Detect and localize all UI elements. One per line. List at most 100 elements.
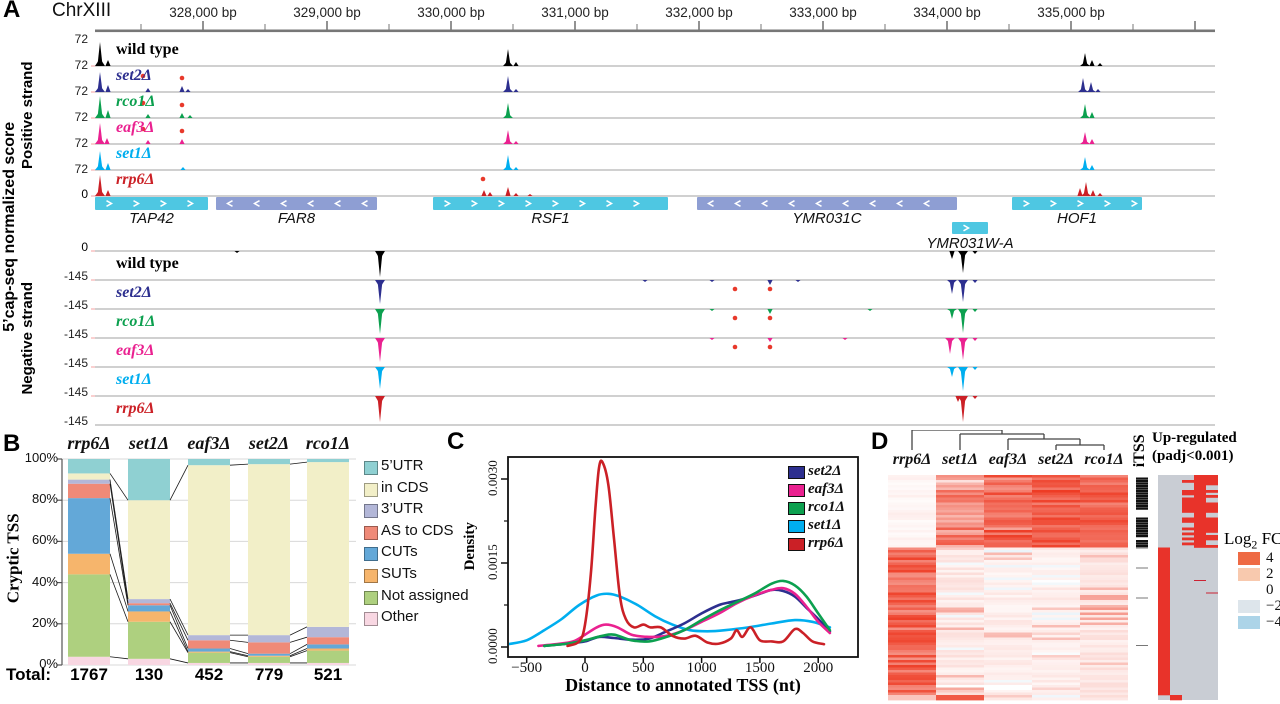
upregulated-heatmap — [1158, 475, 1218, 701]
total-value: 130 — [134, 665, 164, 684]
total-value: 452 — [194, 665, 224, 684]
itss-barcode-column — [1136, 477, 1148, 646]
legend-item-label: rco1Δ — [808, 499, 845, 515]
scale-tick-label: 72 — [74, 32, 88, 46]
x-axis-tick-label: 0 — [581, 660, 589, 676]
positive-strand-label: Positive strand — [18, 61, 36, 170]
x-axis-tick-label: 500 — [632, 660, 655, 676]
density-curves — [509, 459, 832, 648]
heatmap-column-header: set2Δ — [1038, 451, 1074, 468]
scale-tick-label: -145 — [63, 356, 88, 370]
legend-swatch — [364, 525, 378, 540]
panel-a-label: A — [3, 0, 21, 23]
legend-item-label: 5’UTR — [381, 457, 424, 474]
heatmap-column-header: rrp6Δ — [892, 451, 932, 468]
track-label: set1Δ — [116, 145, 152, 162]
track-label: rrp6Δ — [116, 171, 155, 188]
total-value: 779 — [254, 665, 284, 684]
segment-connector-lines — [109, 461, 308, 664]
bar-category-header: set2Δ — [248, 433, 290, 453]
heatmap-column-header: rco1Δ — [1084, 451, 1124, 468]
total-value: 1767 — [70, 665, 108, 684]
track-label: eaf3Δ — [116, 342, 155, 359]
legend-item-label: 3’UTR — [381, 500, 424, 518]
negative-strand-label: Negative strand — [18, 281, 36, 395]
scale-tick-label: 72 — [74, 136, 88, 150]
y-axis-tick-label: 80% — [31, 491, 58, 507]
scale-tick-label: -145 — [63, 298, 88, 312]
scale-tick-label: 72 — [74, 110, 88, 124]
y-axis-tick-label: 0% — [39, 656, 58, 671]
y-axis-tick-label: 100% — [24, 450, 58, 465]
gene-label: TAP42 — [129, 210, 174, 227]
ruler-label: 331,000 bp — [541, 5, 609, 20]
coordinate-ruler — [95, 21, 1215, 33]
scale-tick-label: -145 — [63, 327, 88, 341]
legend-item-label: AS to CDS — [381, 521, 454, 539]
legend-swatch — [364, 482, 378, 497]
positive-zero-tick-label: 0 — [81, 187, 88, 201]
negative-zero-tick-label: 0 — [81, 240, 88, 254]
scale-tick-label: 72 — [74, 58, 88, 72]
legend-swatch — [788, 538, 805, 551]
upregulated-title-line1: Up-regulated — [1152, 430, 1237, 446]
bar-category-header: eaf3Δ — [187, 433, 231, 453]
heatmap-column-header: set1Δ — [942, 451, 978, 468]
gene-label: YMR031C — [792, 210, 862, 227]
legend-item-label: CUTs — [381, 543, 418, 561]
legend-item-label: rrp6Δ — [808, 535, 845, 551]
panel-d-heatmap — [888, 430, 1218, 701]
legend-swatch — [788, 484, 805, 497]
legend-item-label: set2Δ — [808, 463, 842, 479]
legend-swatch — [788, 466, 805, 479]
scale-tick-label: -145 — [63, 385, 88, 399]
legend-swatch — [1238, 616, 1260, 629]
legend-swatch — [364, 547, 378, 562]
legend-swatch — [364, 461, 378, 475]
x-axis-tick-label: 1000 — [686, 660, 717, 676]
gene-label: FAR8 — [277, 210, 316, 227]
panel-b-ylabel: Cryptic TSS — [3, 513, 23, 604]
legend-item-label: set1Δ — [808, 517, 842, 533]
heatmap-column-header: eaf3Δ — [988, 451, 1028, 468]
panel-b-label: B — [3, 430, 21, 457]
panel-d-label: D — [871, 428, 889, 455]
scale-tick-label: 72 — [74, 162, 88, 176]
x-axis-tick-label: −500 — [511, 660, 543, 676]
upregulated-title-line2: (padj<0.001) — [1152, 448, 1234, 464]
chromosome-label: ChrXIII — [52, 0, 112, 21]
expression-heatmap — [888, 475, 1128, 701]
legend-swatch — [788, 520, 805, 533]
gene-label: RSF1 — [531, 210, 570, 227]
legend-value-label: 0 — [1266, 582, 1274, 598]
legend-swatch — [1238, 568, 1260, 581]
ruler-label: 333,000 bp — [789, 5, 857, 20]
track-label: set1Δ — [116, 371, 152, 388]
panel-c-ylabel: Density — [461, 522, 478, 571]
legend-swatch — [364, 612, 378, 627]
y-axis-tick-label: 60% — [31, 532, 58, 548]
positive-strand-tracks — [95, 42, 1103, 196]
legend-swatch — [788, 502, 805, 515]
y-axis-tick-label: 20% — [31, 614, 58, 630]
total-label: Total: — [6, 665, 52, 684]
ruler-label: 330,000 bp — [417, 5, 485, 20]
track-label: rrp6Δ — [116, 400, 155, 417]
itss-column-label: iTSS — [1131, 434, 1149, 468]
gene-annotations — [95, 197, 1142, 234]
ruler-label: 334,000 bp — [913, 5, 981, 20]
legend-item-label: in CDS — [381, 478, 429, 496]
bar-category-header: rrp6Δ — [67, 433, 111, 453]
legend-swatch — [364, 590, 378, 605]
y-axis-tick-label: 0.0030 — [484, 460, 500, 497]
y-axis-tick-label: 0.0015 — [484, 544, 500, 581]
legend-item-label: Not assigned — [381, 586, 469, 604]
score-axis-label: 5’cap-seq normalized score — [1, 121, 19, 332]
x-axis-tick-label: 2000 — [803, 660, 834, 676]
ruler-label: 335,000 bp — [1037, 5, 1105, 20]
bar-category-header: rco1Δ — [305, 433, 351, 453]
legend-value-label: −4 — [1266, 614, 1280, 630]
scale-tick-label: -145 — [63, 414, 88, 428]
ruler-label: 329,000 bp — [293, 5, 361, 20]
